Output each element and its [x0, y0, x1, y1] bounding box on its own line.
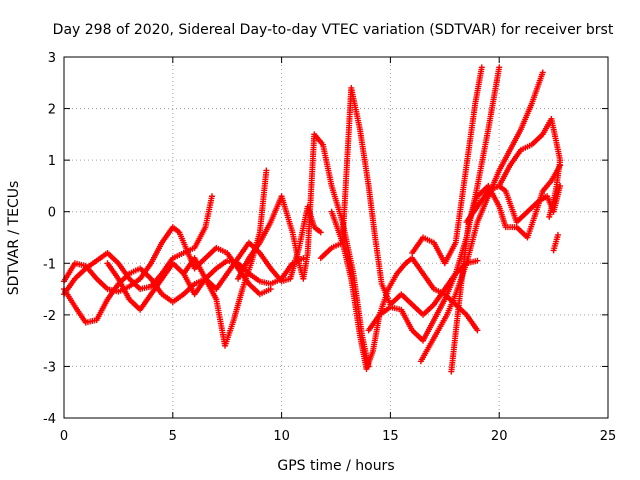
- x-tick-label: 0: [60, 429, 68, 444]
- data-point: [267, 286, 274, 293]
- data-point: [478, 64, 485, 71]
- axis-ticks: 0 5 10 15 20 25 -4 -3 -2 -1 0 1 2 3: [43, 51, 616, 444]
- y-tick-label: -2: [43, 309, 56, 324]
- y-tick-label: 3: [48, 51, 56, 66]
- y-axis-label: SDTVAR / TECUs: [6, 181, 22, 296]
- data-point: [474, 257, 481, 264]
- y-tick-label: 2: [48, 103, 56, 118]
- series-sat-d: [104, 167, 270, 349]
- series-sat-g: [317, 84, 481, 318]
- data-point: [496, 64, 503, 71]
- x-tick-label: 20: [491, 429, 508, 444]
- data-point: [557, 182, 564, 189]
- y-tick-label: 0: [48, 206, 56, 221]
- data-point: [554, 231, 561, 238]
- data-point: [546, 213, 553, 220]
- data-point: [474, 327, 481, 334]
- x-axis-label: GPS time / hours: [277, 458, 394, 474]
- x-tick-label: 25: [600, 429, 617, 444]
- series-sat-o: [550, 231, 561, 254]
- series-sat-j: [409, 64, 485, 267]
- plot-frame: [63, 56, 609, 419]
- series-sat-l: [448, 162, 564, 375]
- chart-title: Day 298 of 2020, Sidereal Day-to-day VTE…: [53, 22, 614, 38]
- data-point: [263, 167, 270, 174]
- series-sat-k: [417, 69, 546, 365]
- data-points: [61, 64, 564, 375]
- data-point: [317, 229, 324, 236]
- grid-lines: [64, 57, 608, 418]
- data-point: [208, 193, 215, 200]
- y-tick-label: -1: [43, 257, 56, 272]
- data-point: [300, 255, 307, 262]
- series-sat-h: [328, 208, 481, 373]
- y-tick-label: 1: [48, 154, 56, 169]
- x-tick-label: 15: [382, 429, 399, 444]
- data-point: [539, 69, 546, 76]
- y-tick-label: -4: [43, 412, 56, 427]
- series-sat-f: [235, 131, 372, 370]
- x-tick-label: 5: [169, 429, 177, 444]
- series-sat-n: [496, 182, 564, 226]
- y-tick-label: -3: [43, 360, 56, 375]
- x-tick-label: 10: [273, 429, 290, 444]
